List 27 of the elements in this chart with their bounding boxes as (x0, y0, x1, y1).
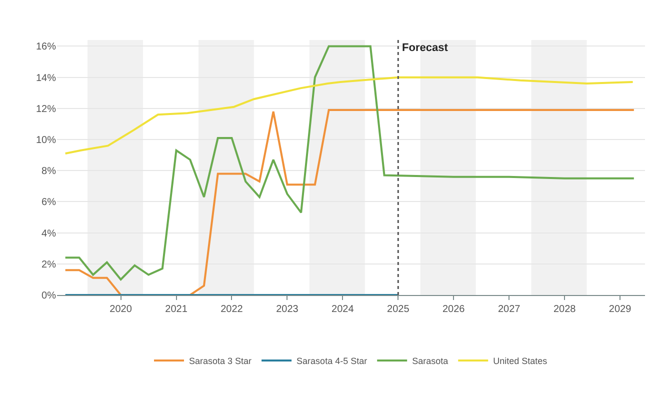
x-tick-label: 2020 (110, 304, 132, 315)
legend-label: Sarasota (412, 356, 448, 366)
line-series (64, 76, 634, 155)
legend-label: United States (493, 356, 548, 366)
y-tick-label: 2% (42, 259, 56, 270)
y-tick-label: 10% (36, 135, 56, 146)
x-tick-label: 2023 (276, 304, 299, 315)
x-tick-label: 2029 (608, 304, 632, 315)
y-tick-label: 16% (36, 42, 56, 53)
y-tick-label: 8% (42, 166, 56, 178)
ref-line-label: Forecast (402, 42, 448, 54)
x-tick-label: 2025 (387, 304, 410, 315)
x-tick-label: 2027 (498, 304, 521, 315)
y-tick-label: 12% (36, 104, 56, 115)
x-tick-label: 2022 (220, 304, 244, 315)
y-tick-label: 6% (42, 197, 56, 208)
x-tick-label: 2026 (442, 304, 466, 315)
x-tick-label: 2024 (332, 304, 354, 315)
line-series (64, 45, 635, 280)
x-tick-label: 2028 (553, 304, 576, 315)
line-series (64, 108, 635, 295)
legend-label: Sarasota 4-5 Star (296, 356, 368, 366)
y-tick-label: 0% (42, 290, 56, 302)
y-tick-label: 14% (36, 72, 56, 84)
x-tick-label: 2021 (165, 304, 188, 315)
legend-label: Sarasota 3 Star (189, 356, 252, 366)
y-tick-label: 4% (42, 228, 56, 240)
